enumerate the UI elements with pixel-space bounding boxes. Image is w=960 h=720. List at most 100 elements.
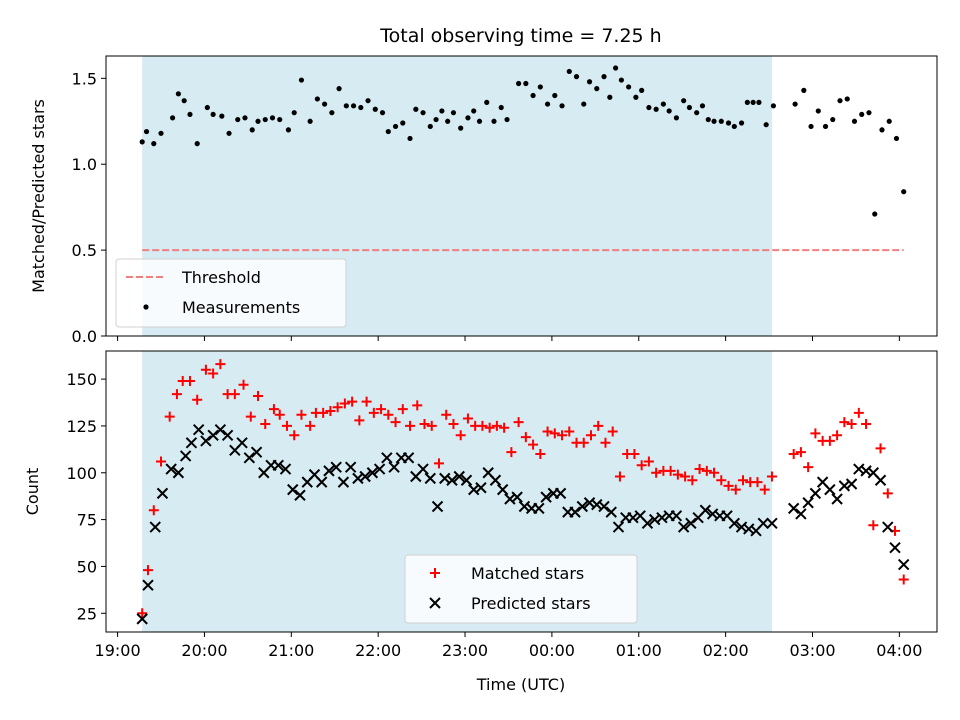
- matched-star-point: [839, 417, 850, 428]
- y-tick-label: 0.0: [72, 327, 97, 346]
- matched-star-point: [643, 456, 654, 467]
- measurement-point: [336, 86, 342, 92]
- predicted-star-point: [860, 465, 872, 477]
- top-panel: 0.0 0.5 1.0 1.5 Matched/Predicted stars Thr…: [29, 55, 938, 346]
- matched-star-point: [229, 389, 240, 400]
- measurement-point: [618, 77, 624, 83]
- measurement-point: [646, 104, 652, 111]
- measurement-point: [158, 130, 164, 136]
- predicted-star-point: [453, 470, 465, 483]
- bottom-axis-ticks: 25 50 75 100 125 150 19:00 20:00 21:00 22:00 23:00…: [66, 370, 922, 660]
- measurement-point: [653, 106, 659, 112]
- predicted-star-point: [149, 521, 161, 533]
- predicted-star-point: [795, 508, 807, 520]
- measurement-point: [491, 118, 497, 124]
- matched-star-point: [347, 396, 358, 407]
- matched-star-point: [557, 430, 568, 441]
- measurement-point: [901, 189, 907, 195]
- measurement-point: [738, 120, 745, 126]
- predicted-star-point: [838, 480, 851, 492]
- matched-star-point: [281, 420, 292, 431]
- y-tick-label: 125: [66, 417, 97, 436]
- matched-star-point: [651, 467, 662, 478]
- measurement-point: [718, 118, 724, 124]
- measurement-point: [801, 87, 807, 93]
- predicted-star-point: [677, 521, 690, 533]
- matched-star-point: [376, 404, 387, 415]
- predicted-star-point: [576, 500, 589, 513]
- predicted-star-point: [685, 517, 697, 530]
- measurement-point: [756, 99, 762, 105]
- measurement-point: [866, 110, 872, 116]
- measurement-point: [343, 103, 349, 109]
- predicted-star-point: [540, 491, 552, 503]
- measurement-point: [660, 101, 666, 107]
- measurement-point: [413, 106, 419, 112]
- x-axis-label: Time (UTC): [476, 675, 565, 694]
- matched-star-point: [506, 447, 517, 458]
- predicted-star-point: [344, 461, 357, 473]
- measurement-point: [322, 101, 328, 107]
- predicted-star-point: [179, 450, 192, 462]
- matched-star-point: [325, 405, 336, 416]
- bottom-y-axis-label: Count: [23, 468, 42, 516]
- measurement-point: [879, 127, 885, 133]
- y-tick-label: 25: [77, 604, 97, 623]
- matched-star-point: [716, 475, 727, 486]
- x-tick-label: 00:00: [529, 641, 575, 660]
- matched-star-point: [578, 437, 589, 448]
- measurement-point: [770, 103, 777, 109]
- predicted-star-point: [845, 478, 858, 490]
- bottom-data-marks: [136, 359, 910, 625]
- matched-star-point: [253, 390, 264, 401]
- measurement-point: [439, 108, 445, 114]
- matched-star-point: [184, 375, 195, 386]
- measurement-point: [285, 127, 292, 133]
- measurement-point: [633, 94, 639, 100]
- predicted-star-point: [337, 476, 350, 488]
- measurement-point: [420, 110, 426, 116]
- measurement-point: [175, 91, 181, 97]
- matched-star-point: [614, 471, 625, 482]
- predicted-star-point: [243, 452, 256, 464]
- matched-star-point: [788, 449, 799, 460]
- measurement-point: [686, 104, 693, 111]
- predicted-star-point: [330, 461, 342, 473]
- bottom-legend: Matched stars Predicted stars: [404, 554, 638, 624]
- measurement-point: [484, 99, 490, 105]
- matched-star-point: [142, 565, 153, 576]
- measurement-point: [329, 110, 335, 116]
- matched-star-point: [397, 404, 408, 415]
- x-tick-label: 23:00: [442, 641, 488, 660]
- matched-star-point: [600, 437, 611, 448]
- predicted-star-point: [809, 487, 822, 500]
- predicted-star-point: [323, 465, 335, 477]
- y-tick-label: 1.0: [72, 155, 97, 174]
- predicted-star-point: [874, 474, 887, 486]
- matched-star-point: [709, 467, 720, 478]
- measurement-point: [594, 86, 600, 92]
- legend-label: Threshold: [181, 268, 261, 287]
- chart-title: Total observing time = 7.25 h: [379, 25, 661, 47]
- matched-star-point: [868, 520, 879, 531]
- measurement-point: [358, 104, 364, 111]
- x-tick-label: 20:00: [181, 641, 227, 660]
- predicted-star-point: [475, 482, 487, 494]
- measurement-point: [872, 211, 878, 217]
- predicted-star-point: [699, 504, 712, 516]
- matched-star-point: [238, 379, 249, 390]
- matched-star-point: [607, 426, 618, 437]
- predicted-star-point: [221, 429, 234, 442]
- measurement-point: [151, 141, 157, 147]
- x-tick-label: 03:00: [789, 641, 835, 660]
- measurement-point: [504, 116, 510, 123]
- matched-star-point: [491, 420, 502, 431]
- matched-star-point: [148, 505, 159, 516]
- top-data-marks: [139, 65, 907, 252]
- measurement-point: [427, 123, 433, 130]
- matched-star-point: [208, 368, 219, 379]
- matched-star-point: [383, 409, 394, 420]
- matched-star-point: [738, 475, 749, 486]
- matched-star-point: [665, 465, 676, 476]
- matched-star-point: [520, 432, 531, 443]
